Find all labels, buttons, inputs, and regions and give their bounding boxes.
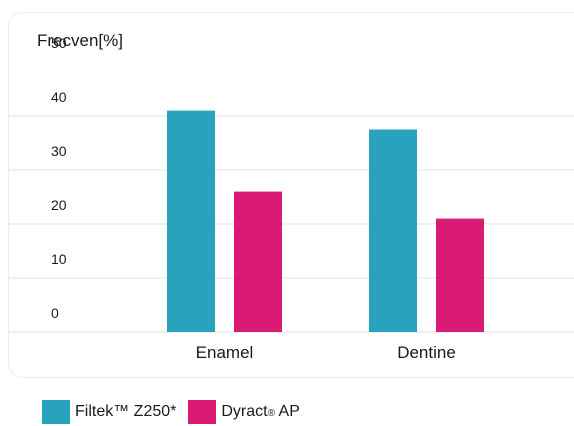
gridlines (9, 115, 574, 333)
y-tick-label: 20 (51, 197, 67, 213)
bar-enamel-dyract (234, 191, 282, 332)
y-tick-label: 10 (51, 251, 67, 267)
y-tick-label: 40 (51, 89, 67, 105)
legend-label-dyract-main: Dyract (221, 403, 268, 420)
legend-swatch-dyract (188, 400, 217, 424)
y-axis-label: Frecven[%] (37, 31, 123, 50)
y-tick-label: 50 (51, 35, 67, 51)
legend-label-dyract-reg: ® (267, 408, 275, 419)
bar-dentine-dyract (436, 218, 484, 332)
legend-item-filtek: Filtek™ Z250* (42, 400, 176, 424)
y-tick-label: 30 (51, 143, 67, 159)
legend: Filtek™ Z250* Dyract® AP (42, 400, 306, 424)
bar-enamel-filtek (167, 110, 215, 332)
legend-item-dyract: Dyract® AP (188, 400, 300, 424)
legend-swatch-filtek (42, 400, 70, 424)
bars (167, 110, 484, 332)
legend-label-filtek: Filtek™ Z250* (75, 403, 177, 420)
legend-label-dyract-suffix: AP (274, 403, 300, 420)
legend-label-dyract: Dyract® AP (221, 403, 300, 421)
bar-chart: 0 10 20 30 40 50 Enamel Dentine (9, 35, 574, 362)
category-label-enamel: Enamel (196, 343, 254, 362)
category-label-dentine: Dentine (397, 343, 456, 362)
y-tick-label: 0 (51, 305, 59, 321)
category-labels: Enamel Dentine (196, 343, 456, 362)
y-tick-labels: 0 10 20 30 40 50 (51, 35, 67, 321)
bar-dentine-filtek (369, 129, 417, 332)
